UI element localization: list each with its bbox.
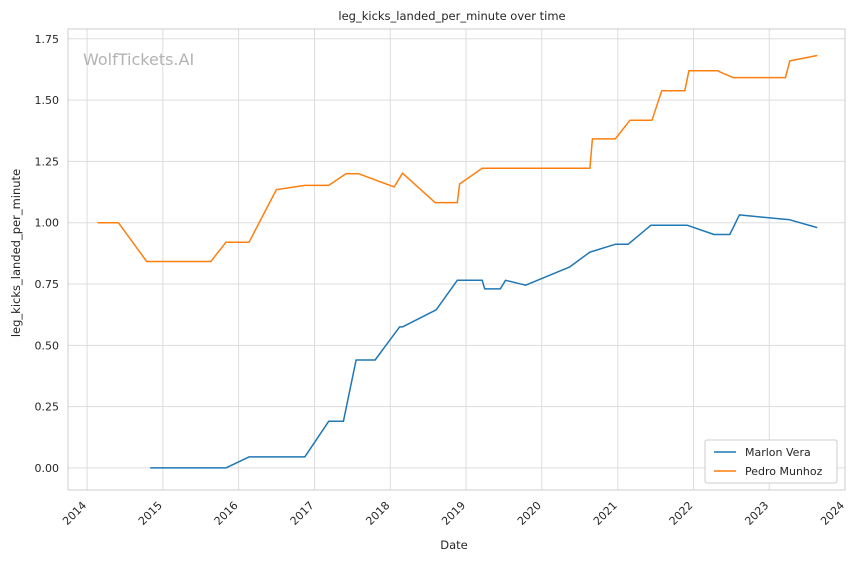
legend-label: Marlon Vera xyxy=(745,446,811,459)
series-line-0 xyxy=(150,214,818,469)
series-lines xyxy=(97,54,818,469)
y-tick-label: 0.50 xyxy=(35,339,60,352)
series-line-1 xyxy=(97,54,818,263)
legend-label: Pedro Munhoz xyxy=(745,465,823,478)
y-tick-label: 0.25 xyxy=(35,401,60,414)
y-tick-label: 1.75 xyxy=(35,33,60,46)
chart-title: leg_kicks_landed_per_minute over time xyxy=(338,9,565,23)
y-tick-label: 1.50 xyxy=(35,94,60,107)
y-tick-label: 0.00 xyxy=(35,462,60,475)
y-tick-label: 1.25 xyxy=(35,155,60,168)
legend-box xyxy=(704,439,838,484)
y-axis-label: leg_kicks_landed_per_minute xyxy=(9,169,23,337)
y-axis-ticks: 0.00 0.25 0.50 0.75 1.00 1.25 1.50 1.75 xyxy=(35,33,60,475)
legend: Marlon Vera Pedro Munhoz xyxy=(704,439,838,484)
x-axis-label: Date xyxy=(440,538,468,552)
plot-frame xyxy=(67,28,846,491)
y-tick-label: 1.00 xyxy=(35,217,60,230)
watermark: WolfTickets.AI xyxy=(83,50,194,69)
y-tick-label: 0.75 xyxy=(35,278,60,291)
